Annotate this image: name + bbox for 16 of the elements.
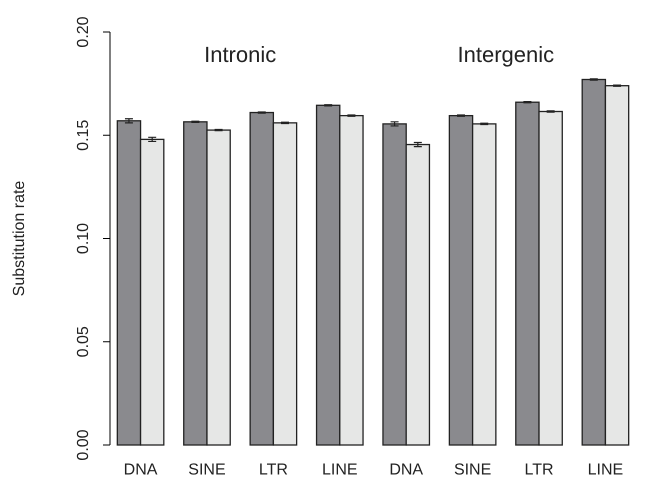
x-tick-label: LTR <box>524 461 554 478</box>
x-tick-label: SINE <box>188 461 226 478</box>
y-tick-label: 0.10 <box>75 222 92 254</box>
x-tick-label: LINE <box>322 461 358 478</box>
y-axis-title: Substitution rate <box>11 180 28 296</box>
y-tick-label: 0.05 <box>75 326 92 358</box>
x-tick-label: DNA <box>389 461 424 478</box>
x-tick-label: SINE <box>454 461 492 478</box>
x-tick-label: LINE <box>588 461 624 478</box>
annotation: Intronic <box>204 42 276 67</box>
y-tick-label: 0.00 <box>75 429 92 461</box>
y-tick-label: 0.20 <box>75 16 92 48</box>
y-tick-label: 0.15 <box>75 120 92 151</box>
annotation: Intergenic <box>458 42 554 67</box>
x-tick-label: DNA <box>124 461 158 478</box>
x-tick-label: LTR <box>258 461 288 478</box>
